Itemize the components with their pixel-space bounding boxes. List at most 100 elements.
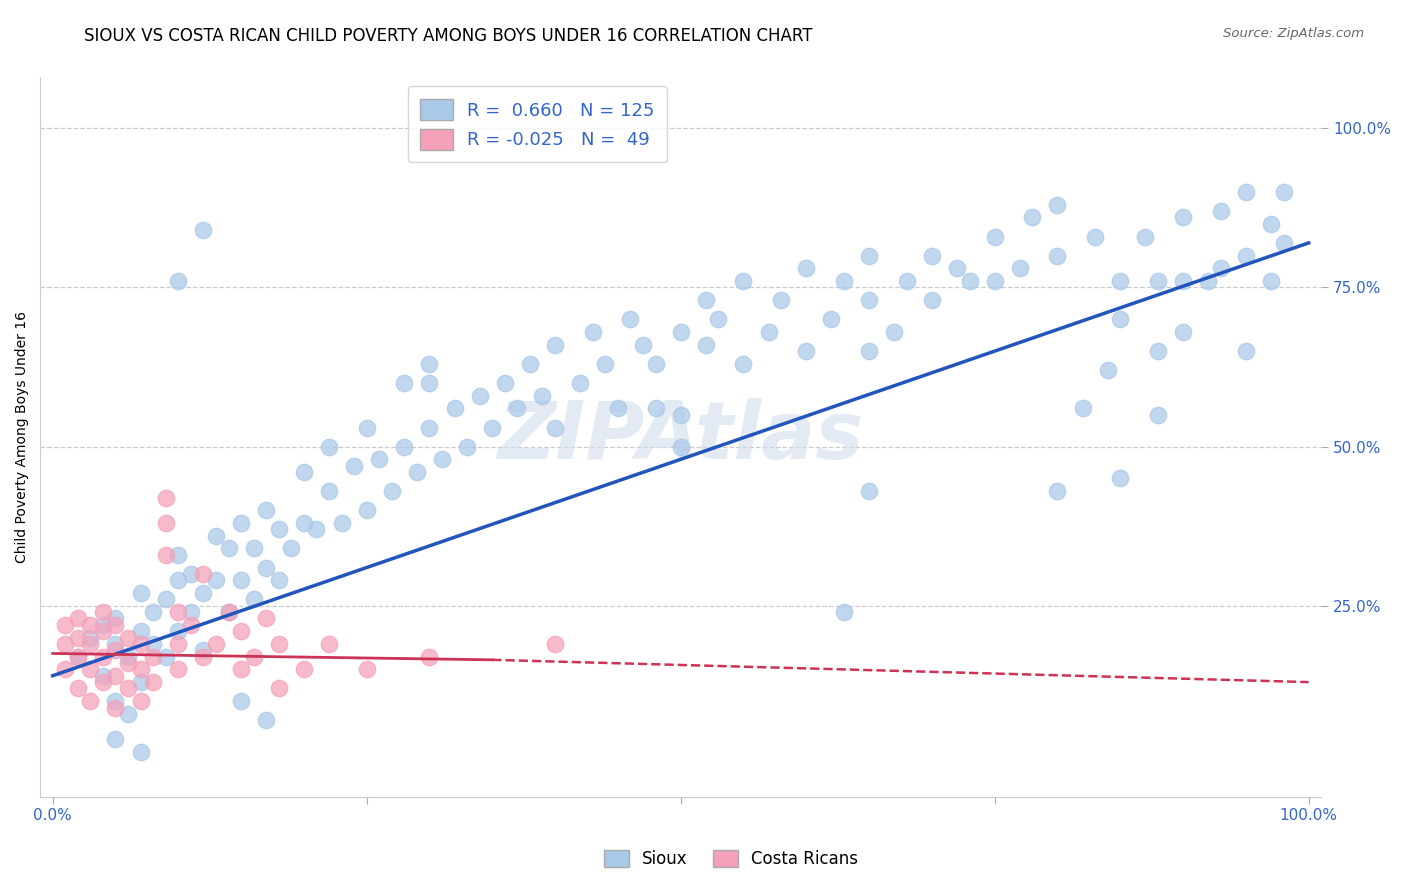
Point [1046, 198, 1069, 212]
Point [1008, 261, 1031, 276]
Point [1109, 274, 1132, 288]
Point [79, 694, 101, 708]
Point [254, 503, 277, 517]
Point [794, 344, 817, 359]
Point [418, 649, 440, 664]
Point [669, 440, 692, 454]
Point [1272, 235, 1295, 250]
Point [544, 637, 567, 651]
Point [531, 389, 554, 403]
Point [91, 669, 114, 683]
Point [1171, 274, 1194, 288]
Point [569, 376, 592, 390]
Point [53, 662, 76, 676]
Point [205, 574, 228, 588]
Point [229, 662, 252, 676]
Legend: R =  0.660   N = 125, R = -0.025   N =  49: R = 0.660 N = 125, R = -0.025 N = 49 [408, 87, 668, 162]
Point [343, 458, 366, 473]
Point [117, 681, 139, 696]
Point [1046, 249, 1069, 263]
Point [91, 675, 114, 690]
Point [1147, 408, 1170, 422]
Point [356, 503, 378, 517]
Point [832, 605, 855, 619]
Point [117, 631, 139, 645]
Point [858, 249, 880, 263]
Point [896, 274, 918, 288]
Point [394, 440, 416, 454]
Point [218, 605, 240, 619]
Point [595, 357, 617, 371]
Point [1260, 274, 1282, 288]
Point [229, 624, 252, 639]
Point [707, 312, 730, 326]
Point [959, 274, 981, 288]
Point [129, 662, 152, 676]
Point [381, 484, 404, 499]
Point [356, 420, 378, 434]
Point [79, 637, 101, 651]
Point [921, 249, 943, 263]
Point [167, 274, 190, 288]
Point [494, 376, 516, 390]
Point [267, 637, 290, 651]
Point [468, 389, 491, 403]
Point [104, 611, 127, 625]
Point [267, 522, 290, 536]
Point [142, 637, 165, 651]
Point [1234, 185, 1257, 199]
Point [430, 452, 453, 467]
Point [104, 694, 127, 708]
Point [1109, 471, 1132, 485]
Point [104, 669, 127, 683]
Point [193, 643, 215, 657]
Point [180, 566, 202, 581]
Point [1171, 211, 1194, 225]
Point [254, 611, 277, 625]
Point [267, 681, 290, 696]
Point [66, 681, 89, 696]
Point [644, 357, 666, 371]
Point [669, 325, 692, 339]
Point [1046, 484, 1069, 499]
Point [91, 617, 114, 632]
Point [1021, 211, 1043, 225]
Point [292, 516, 315, 530]
Point [167, 624, 190, 639]
Legend: Sioux, Costa Ricans: Sioux, Costa Ricans [598, 843, 865, 875]
Point [66, 649, 89, 664]
Point [770, 293, 793, 308]
Point [79, 662, 101, 676]
Point [254, 560, 277, 574]
Point [1260, 217, 1282, 231]
Point [180, 617, 202, 632]
Point [1209, 261, 1232, 276]
Point [104, 617, 127, 632]
Point [193, 223, 215, 237]
Point [229, 694, 252, 708]
Point [1209, 204, 1232, 219]
Point [368, 452, 391, 467]
Point [242, 592, 264, 607]
Point [104, 700, 127, 714]
Point [305, 522, 328, 536]
Y-axis label: Child Poverty Among Boys Under 16: Child Poverty Among Boys Under 16 [15, 311, 30, 563]
Point [318, 484, 340, 499]
Text: SIOUX VS COSTA RICAN CHILD POVERTY AMONG BOYS UNDER 16 CORRELATION CHART: SIOUX VS COSTA RICAN CHILD POVERTY AMONG… [84, 27, 813, 45]
Point [167, 574, 190, 588]
Point [155, 516, 177, 530]
Point [66, 631, 89, 645]
Point [229, 574, 252, 588]
Point [292, 465, 315, 479]
Point [519, 357, 541, 371]
Point [104, 637, 127, 651]
Point [129, 745, 152, 759]
Point [104, 732, 127, 747]
Point [193, 586, 215, 600]
Point [946, 261, 969, 276]
Point [1071, 401, 1094, 416]
Point [117, 706, 139, 721]
Point [983, 229, 1005, 244]
Point [167, 637, 190, 651]
Point [142, 649, 165, 664]
